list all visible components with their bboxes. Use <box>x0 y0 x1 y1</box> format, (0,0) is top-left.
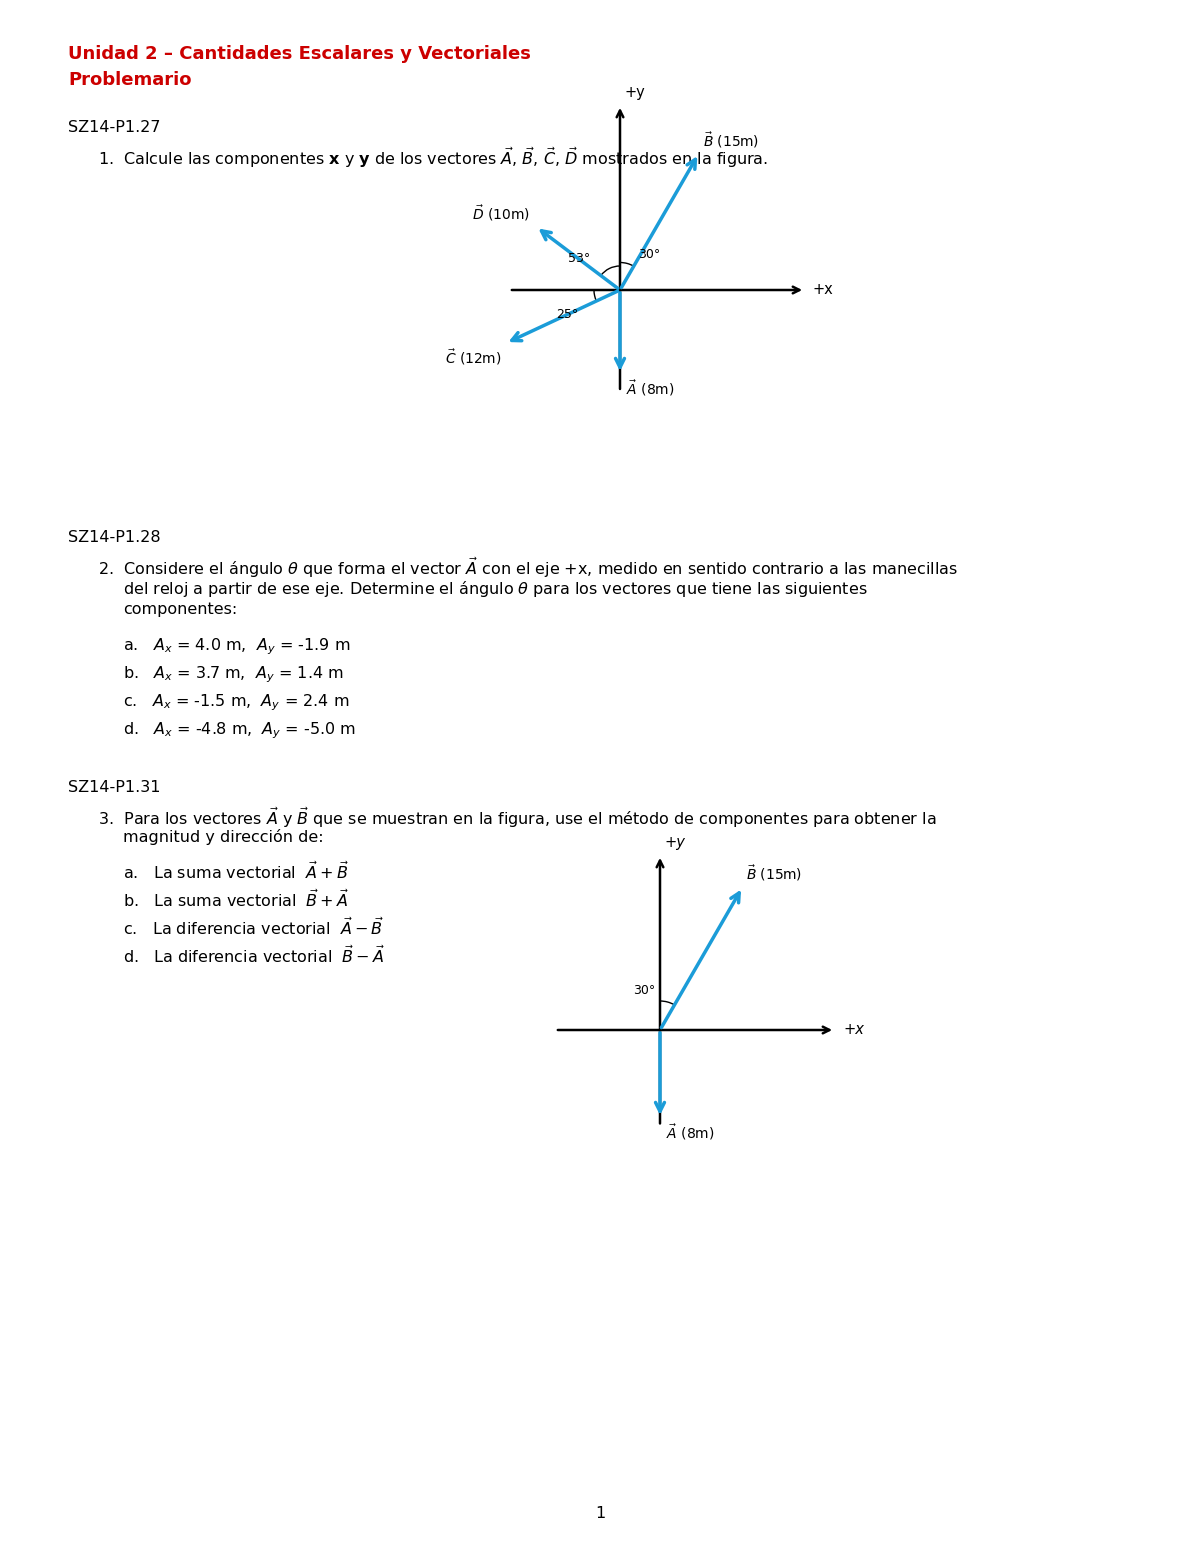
Text: +y: +y <box>624 85 644 99</box>
Text: magnitud y dirección de:: magnitud y dirección de: <box>124 829 324 845</box>
Text: Problemario: Problemario <box>68 71 192 89</box>
Text: c.   La diferencia vectorial  $\vec{A} - \vec{B}$: c. La diferencia vectorial $\vec{A} - \v… <box>124 916 384 938</box>
Text: $\vec{A}$ (8m): $\vec{A}$ (8m) <box>626 377 674 398</box>
Text: SZ14-P1.27: SZ14-P1.27 <box>68 120 161 135</box>
Text: $\vec{B}$ (15m): $\vec{B}$ (15m) <box>746 863 803 884</box>
Text: 53°: 53° <box>568 252 590 264</box>
Text: 1: 1 <box>595 1505 605 1520</box>
Text: 1.  Calcule las componentes $\mathbf{x}$ y $\mathbf{y}$ de los vectores $\vec{A}: 1. Calcule las componentes $\mathbf{x}$ … <box>98 146 768 171</box>
Text: a.   La suma vectorial  $\vec{A} + \vec{B}$: a. La suma vectorial $\vec{A} + \vec{B}$ <box>124 860 349 882</box>
Text: 30°: 30° <box>638 247 660 261</box>
Text: del reloj a partir de ese eje. Determine el ángulo $\theta$ para los vectores qu: del reloj a partir de ese eje. Determine… <box>124 579 868 599</box>
Text: b.   $A_x$ = 3.7 m,  $A_y$ = 1.4 m: b. $A_x$ = 3.7 m, $A_y$ = 1.4 m <box>124 665 343 685</box>
Text: b.   La suma vectorial  $\vec{B} + \vec{A}$: b. La suma vectorial $\vec{B} + \vec{A}$ <box>124 888 349 910</box>
Text: componentes:: componentes: <box>124 603 238 617</box>
Text: 25°: 25° <box>556 307 578 321</box>
Text: d.   La diferencia vectorial  $\vec{B} - \vec{A}$: d. La diferencia vectorial $\vec{B} - \v… <box>124 944 385 966</box>
Text: +x: +x <box>814 283 834 298</box>
Text: +x: +x <box>842 1022 864 1037</box>
Text: d.   $A_x$ = -4.8 m,  $A_y$ = -5.0 m: d. $A_x$ = -4.8 m, $A_y$ = -5.0 m <box>124 721 356 741</box>
Text: 2.  Considere el ángulo $\theta$ que forma el vector $\vec{A}$ con el eje +x, me: 2. Considere el ángulo $\theta$ que form… <box>98 556 958 581</box>
Text: $\vec{B}$ (15m): $\vec{B}$ (15m) <box>703 130 758 149</box>
Text: Unidad 2 – Cantidades Escalares y Vectoriales: Unidad 2 – Cantidades Escalares y Vector… <box>68 45 530 64</box>
Text: 3.  Para los vectores $\vec{A}$ y $\vec{B}$ que se muestran en la figura, use el: 3. Para los vectores $\vec{A}$ y $\vec{B… <box>98 806 936 831</box>
Text: +y: +y <box>664 836 685 849</box>
Text: c.   $A_x$ = -1.5 m,  $A_y$ = 2.4 m: c. $A_x$ = -1.5 m, $A_y$ = 2.4 m <box>124 693 349 713</box>
Text: SZ14-P1.28: SZ14-P1.28 <box>68 530 161 545</box>
Text: $\vec{A}$ (8m): $\vec{A}$ (8m) <box>666 1121 714 1141</box>
Text: $\vec{C}$ (12m): $\vec{C}$ (12m) <box>445 348 502 367</box>
Text: 30°: 30° <box>632 983 655 997</box>
Text: a.   $A_x$ = 4.0 m,  $A_y$ = -1.9 m: a. $A_x$ = 4.0 m, $A_y$ = -1.9 m <box>124 637 350 657</box>
Text: SZ14-P1.31: SZ14-P1.31 <box>68 780 161 795</box>
Text: $\vec{D}$ (10m): $\vec{D}$ (10m) <box>473 203 530 222</box>
